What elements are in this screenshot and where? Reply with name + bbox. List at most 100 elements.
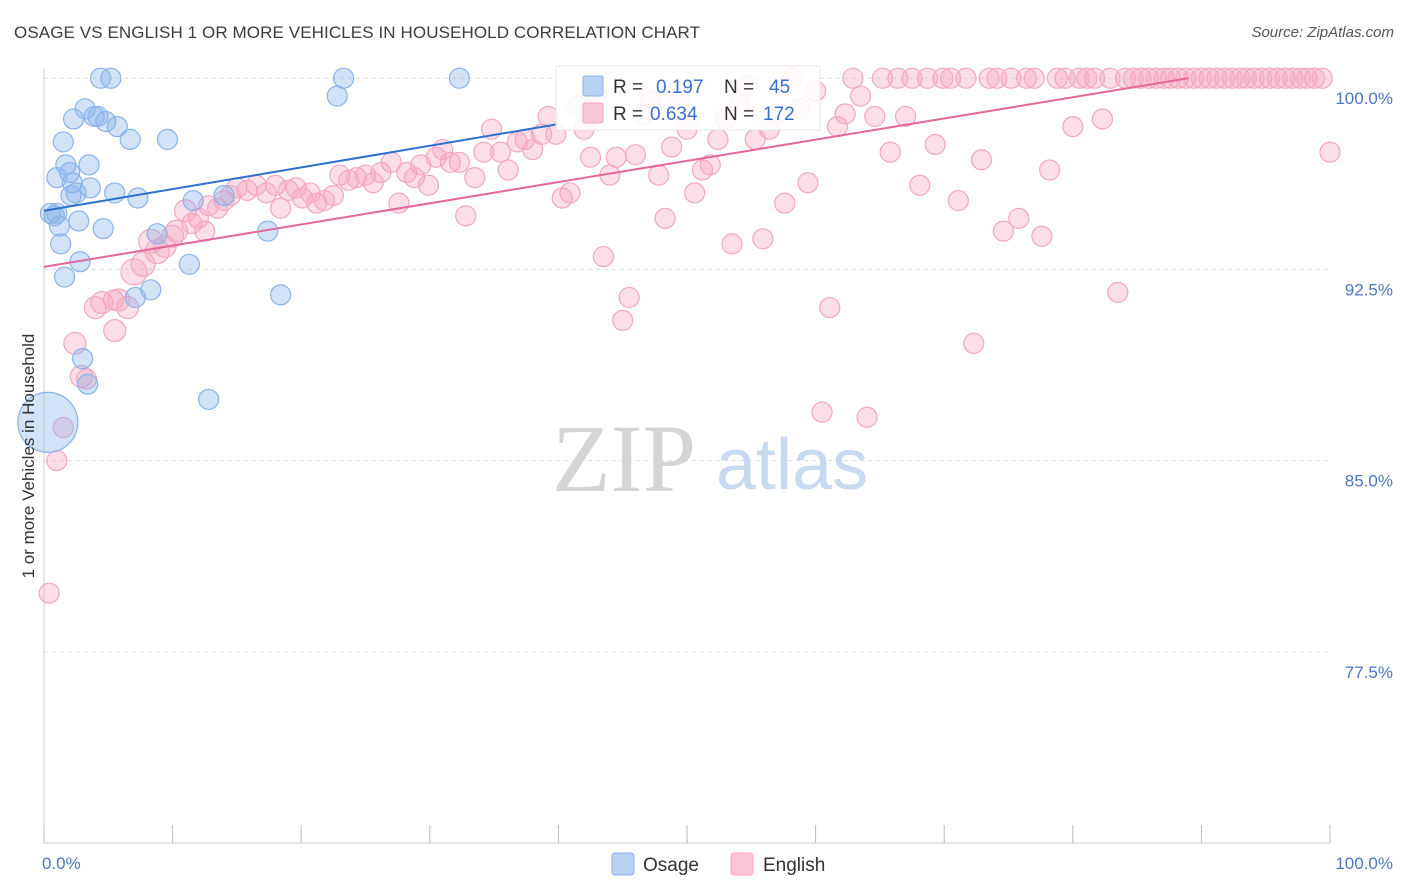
english-point (932, 67, 954, 89)
english-point (916, 67, 939, 89)
english-point (1099, 67, 1121, 89)
english-point (871, 67, 894, 89)
osage-point (146, 223, 168, 245)
osage-point (71, 348, 94, 370)
gridlines (44, 77, 1330, 653)
osage-point (270, 284, 292, 306)
english-point (1076, 67, 1098, 89)
legend-swatch-english (730, 852, 754, 876)
english-point (963, 332, 985, 354)
watermark: ZIP atlas (552, 405, 868, 512)
english-n-label: N = (724, 104, 754, 125)
english-point (1213, 67, 1236, 89)
english-point (285, 177, 307, 199)
english-point (924, 133, 946, 156)
english-point (811, 401, 833, 423)
osage-point (156, 128, 179, 150)
english-point (130, 251, 156, 277)
english-point (417, 174, 440, 196)
english-points (38, 67, 1341, 604)
osage-point (50, 233, 72, 255)
english-point (1311, 67, 1333, 89)
osage-point (178, 253, 200, 275)
osage-point (326, 85, 348, 107)
osage-point (127, 187, 149, 209)
english-point (752, 228, 774, 250)
english-point (559, 182, 581, 204)
watermark-atlas: atlas (716, 425, 868, 505)
english-point (1031, 225, 1053, 247)
english-legend-swatch (582, 102, 604, 124)
english-point (618, 286, 640, 309)
english-point (978, 67, 1000, 89)
english-point (992, 220, 1014, 242)
english-point (537, 105, 559, 128)
english-point (1296, 67, 1318, 89)
axes (43, 68, 1331, 844)
english-point (612, 309, 634, 331)
english-point (187, 207, 209, 230)
osage-point (119, 128, 141, 150)
english-point (684, 182, 706, 204)
english-point (850, 85, 872, 107)
english-point (879, 141, 901, 163)
english-point (1039, 159, 1061, 181)
english-trendline (43, 77, 1189, 268)
english-point (194, 220, 216, 242)
y-tick-label: 77.5% (1345, 663, 1393, 682)
english-point (1198, 67, 1220, 89)
x-tick-label-max: 100.0% (1335, 854, 1393, 873)
osage-point (53, 266, 76, 288)
english-point (1000, 67, 1022, 89)
english-point (345, 167, 368, 189)
english-point (1107, 281, 1129, 303)
english-point (464, 167, 486, 189)
y-tick-label: 92.5% (1345, 280, 1393, 299)
y-tick-labels: 100.0% 92.5% 85.0% 77.5% (1335, 89, 1393, 682)
osage-point (65, 182, 87, 204)
osage-point (77, 373, 99, 395)
osage-point (100, 67, 122, 89)
english-point (1319, 141, 1341, 163)
osage-n-label: N = (724, 77, 754, 98)
english-point (1062, 116, 1084, 138)
english-point (579, 146, 602, 168)
osage-point (74, 98, 96, 120)
english-point (264, 174, 287, 196)
english-point (255, 182, 278, 204)
english-point (1023, 67, 1045, 89)
osage-point (68, 210, 90, 232)
english-point (1243, 67, 1265, 89)
osage-trendline (43, 123, 559, 212)
x-tick-label-min: 0.0% (42, 854, 81, 873)
osage-point (79, 177, 101, 199)
english-point (624, 144, 647, 166)
english-point (46, 449, 68, 472)
english-point (52, 416, 74, 439)
english-point (455, 205, 477, 227)
osage-point (182, 189, 204, 212)
english-point (947, 189, 969, 212)
osage-points (17, 67, 470, 453)
osage-point (92, 218, 114, 240)
english-point (592, 246, 615, 268)
english-point (1235, 67, 1258, 89)
english-point (654, 207, 676, 230)
osage-point (448, 67, 470, 89)
english-point (1190, 67, 1213, 89)
osage-n-value: 45 (769, 77, 790, 98)
english-point (1274, 67, 1296, 89)
english-point (1130, 67, 1152, 89)
y-tick-label: 100.0% (1335, 89, 1393, 108)
english-point (115, 296, 140, 320)
english-point (648, 164, 670, 186)
osage-point (198, 388, 220, 411)
english-point (901, 67, 923, 89)
english-point (1046, 67, 1068, 89)
english-point (909, 174, 931, 196)
english-point (842, 67, 864, 89)
legend-swatch-osage (611, 852, 635, 876)
osage-point (140, 279, 162, 301)
y-tick-label: 85.0% (1345, 472, 1393, 491)
